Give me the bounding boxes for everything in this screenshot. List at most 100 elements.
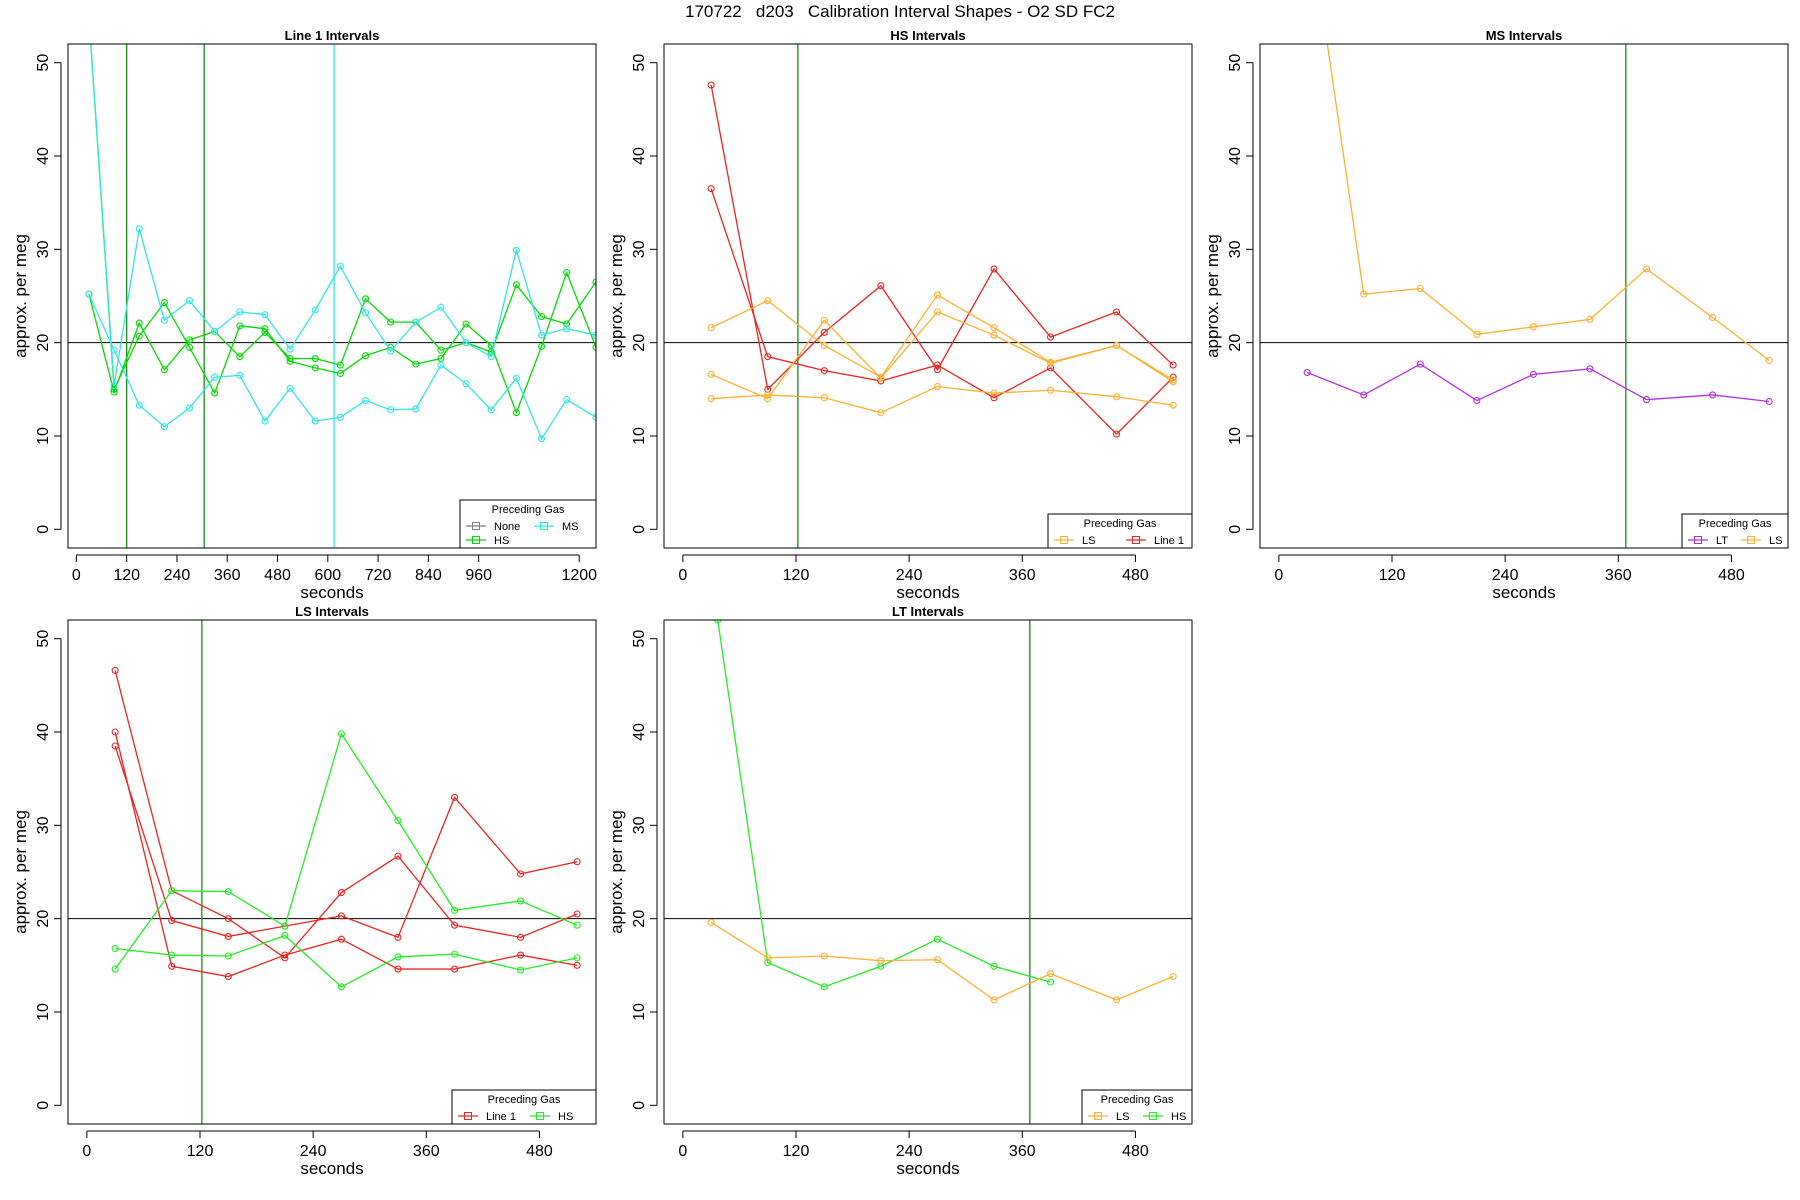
x-axis: 0 120 240 360 480 seconds [1274,554,1745,602]
data-point [933,308,941,316]
y-tick-label: 0 [35,1101,52,1110]
x-tick-label: 240 [896,567,923,584]
data-point [487,353,495,361]
legend-item: HS [466,535,509,547]
data-point [185,336,194,344]
data-point [990,324,998,332]
series-line [88,293,596,441]
legend-item: None [466,521,520,533]
data-point [1473,396,1481,405]
y-tick-label: 50 [631,54,648,72]
data-point [462,339,470,347]
x-tick-label: 240 [896,1143,923,1160]
plot-area [68,13,596,548]
y-tick-label: 40 [1227,147,1244,165]
series-line [88,281,596,395]
data-point [211,389,219,397]
legend-swatch-marker [1132,536,1140,544]
plot-area [68,620,596,1124]
plot-area [1260,44,1788,548]
data-point [224,952,232,960]
legend-label: HS [494,535,509,547]
legend: Preceding Gas LT LS [1681,513,1789,549]
series-line [710,921,1174,1001]
data-point [337,730,345,738]
data-point [764,391,772,399]
series-line [114,745,578,939]
x-tick-label: 840 [415,567,442,584]
data-point [160,316,168,324]
data-point [707,395,715,403]
data-point [1169,378,1177,386]
data-point [1047,970,1055,978]
y-tick-label: 40 [35,147,52,165]
data-point [394,953,402,961]
series-5 [707,382,1177,417]
data-point [573,961,581,969]
legend-title: Preceding Gas [1101,1094,1174,1106]
series-1 [714,620,1055,991]
data-point [132,13,138,19]
data-point [311,306,319,314]
chart-lt: LT Intervals 0 120 240 360 480 seconds 0 10 20 30 4… [607,604,1193,1178]
y-axis: 0 10 20 30 40 50 approx. per meg [607,630,658,1110]
data-point [933,935,941,943]
legend-title: Preceding Gas [1084,518,1157,530]
data-point [394,933,402,941]
data-point [933,956,941,964]
data-point [764,353,772,361]
series-line [711,385,1174,414]
data-point [361,309,370,317]
plot-area [664,620,1192,1124]
y-tick-label: 0 [35,525,52,534]
x-tick-label: 360 [1009,1143,1036,1160]
data-point [160,298,168,307]
data-point [820,367,828,375]
data-point [1113,393,1121,401]
data-point [451,906,459,914]
data-point [1360,290,1368,298]
data-point [337,983,345,991]
legend-item: Line 1 [1126,535,1184,547]
legend-label: MS [562,521,579,533]
data-point [168,962,176,970]
y-axis: 0 10 20 30 40 50 approx. per meg [1203,54,1254,534]
x-tick-label: 1200 [561,567,597,584]
y-axis-label: approx. per meg [607,810,626,934]
data-point [1709,391,1717,399]
y-tick-label: 20 [631,334,648,352]
data-point [877,374,885,382]
data-point [437,346,445,354]
x-tick-label: 0 [678,1143,687,1160]
data-point [224,915,232,923]
series-2 [1303,360,1773,406]
data-point [537,342,546,350]
data-point [877,409,885,417]
series-1 [111,666,581,962]
data-point [990,394,998,402]
chart-ms: MS Intervals 0 120 240 360 480 seconds 0 10 20 30 4… [1203,28,1789,602]
legend-label: HS [558,1111,573,1123]
data-point [281,922,289,930]
data-point [573,921,581,929]
x-tick-label: 960 [465,567,492,584]
legend-label: LS [1116,1111,1129,1123]
data-point [1303,368,1311,377]
legend-swatch-marker [540,522,548,530]
x-tick-label: 480 [1122,1143,1149,1160]
data-point [592,413,596,421]
data-point [990,331,998,339]
data-point [563,320,571,328]
data-point [1169,361,1177,369]
legend-swatch-marker [1149,1112,1157,1120]
y-axis: 0 10 20 30 40 50 approx. per meg [11,630,62,1110]
y-tick-label: 40 [35,723,52,741]
data-point [185,343,194,351]
series-line [114,670,578,959]
series-line [114,732,578,970]
y-tick-label: 30 [631,816,648,834]
data-point [236,353,244,361]
legend-item: LS [1088,1111,1129,1123]
data-point [168,887,176,895]
